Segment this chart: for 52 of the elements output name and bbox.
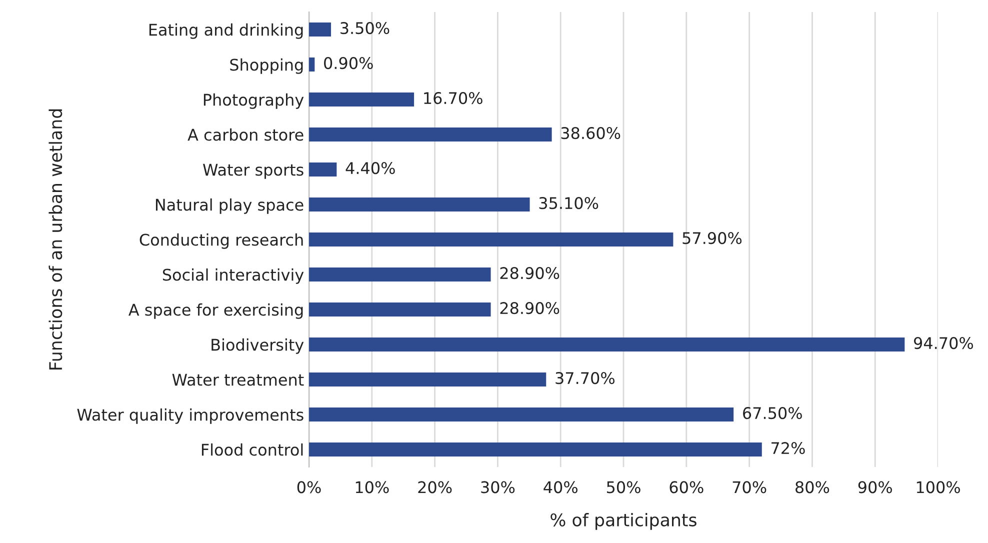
y-tick-label: A carbon store — [188, 128, 304, 141]
data-label: 67.50% — [743, 407, 802, 420]
x-tick-label: 60% — [670, 481, 704, 494]
bar — [309, 372, 546, 386]
data-label: 38.60% — [561, 127, 620, 140]
bar — [309, 58, 315, 72]
data-label: 57.90% — [682, 232, 742, 244]
bar — [309, 162, 337, 176]
bar — [309, 128, 552, 142]
data-label: 0.90% — [324, 57, 373, 70]
x-tick-label: 30% — [481, 481, 515, 494]
data-label: 28.90% — [500, 302, 560, 314]
y-tick-label: Shopping — [230, 58, 303, 74]
x-tick-label: 90% — [858, 481, 892, 494]
x-tick-label: 50% — [606, 481, 640, 494]
y-tick-label: A space for exercising — [128, 303, 303, 319]
bar — [309, 22, 332, 36]
y-tick-label: Photography — [204, 93, 304, 109]
y-tick-label: Conducting research — [140, 233, 303, 249]
data-label: 94.70% — [914, 337, 974, 350]
bar — [309, 302, 491, 316]
data-label: 72% — [772, 442, 805, 454]
y-tick-label: Flood control — [202, 443, 303, 456]
bar — [309, 408, 734, 422]
data-label: 16.70% — [424, 92, 482, 104]
y-tick-label: Water quality improvements — [77, 408, 304, 424]
bar — [309, 92, 414, 106]
bar — [309, 338, 905, 352]
bar — [309, 268, 491, 282]
data-label: 28.90% — [500, 267, 560, 280]
y-axis-title: Functions of an urban wetland — [48, 109, 62, 370]
data-label: 37.70% — [556, 372, 614, 384]
data-label: 35.10% — [539, 197, 598, 210]
bar — [309, 232, 674, 246]
data-label: 4.40% — [346, 162, 395, 174]
y-tick-label: Water treatment — [172, 374, 304, 386]
bar — [309, 442, 762, 456]
y-tick-label: Water sports — [202, 164, 304, 179]
y-tick-label: Biodiversity — [212, 338, 304, 354]
bar — [309, 198, 530, 212]
x-tick-label: 70% — [732, 481, 766, 494]
x-tick-label: 80% — [796, 481, 830, 494]
x-tick-label: 40% — [544, 481, 578, 494]
x-tick-label: 10% — [356, 481, 389, 494]
data-label: 3.50% — [340, 22, 390, 34]
x-axis-title: % of participants — [550, 513, 696, 530]
x-tick-label: 20% — [418, 481, 452, 494]
y-tick-label: Social interactiviy — [162, 268, 304, 284]
y-tick-label: Natural play space — [156, 198, 304, 214]
y-tick-label: Eating and drinking — [149, 23, 303, 39]
x-tick-label: 0% — [297, 481, 321, 494]
x-tick-label: 100% — [916, 481, 960, 494]
